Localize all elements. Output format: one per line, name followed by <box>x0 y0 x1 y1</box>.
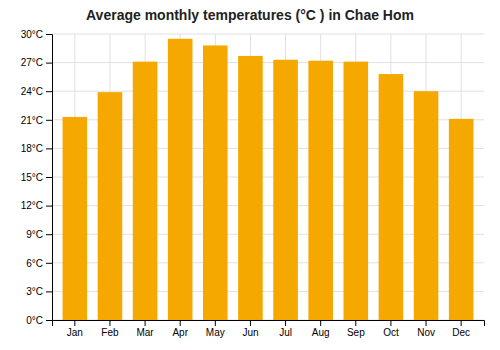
x-tick-mark <box>250 320 251 326</box>
bar <box>168 39 193 320</box>
x-tick-label: May <box>206 327 225 338</box>
x-tick-label: Jul <box>279 327 292 338</box>
y-tick-mark <box>46 206 52 207</box>
y-tick: 15°C <box>21 172 52 183</box>
y-tick-label: 3°C <box>26 286 43 297</box>
x-tick: Dec <box>452 320 470 338</box>
y-tick: 12°C <box>21 200 52 211</box>
x-tick-mark <box>215 320 216 326</box>
bar <box>203 45 228 320</box>
y-tick-mark <box>46 120 52 121</box>
y-tick: 9°C <box>26 229 52 240</box>
chart: Average monthly temperatures (°C ) in Ch… <box>0 0 500 350</box>
y-tick-label: 21°C <box>21 115 43 126</box>
y-tick: 21°C <box>21 115 52 126</box>
x-tick: Sep <box>347 320 365 338</box>
y-tick-label: 6°C <box>26 258 43 269</box>
x-tick-label: Aug <box>312 327 330 338</box>
bar <box>63 117 88 320</box>
y-tick-mark <box>46 263 52 264</box>
x-tick: Apr <box>172 320 188 338</box>
bars <box>63 39 474 320</box>
grid <box>52 34 484 320</box>
y-tick: 27°C <box>21 57 52 68</box>
bar <box>133 62 158 320</box>
x-tick-label: Feb <box>101 327 119 338</box>
y-tick-label: 30°C <box>21 29 43 40</box>
x-tick: Mar <box>136 320 154 338</box>
y-tick-label: 24°C <box>21 86 43 97</box>
y-tick-mark <box>46 234 52 235</box>
y-tick-mark <box>46 63 52 64</box>
y-tick: 0°C <box>26 315 52 326</box>
x-axis: Jan Feb Mar Apr May Jun Jul Aug Sep Oct Nov Dec <box>53 320 485 338</box>
y-tick-label: 9°C <box>26 229 43 240</box>
y-axis: 0°C 3°C 6°C 9°C 12°C 15°C 18°C 21°C 24°C 27°C 30°C <box>21 29 53 326</box>
bar <box>98 92 123 320</box>
x-tick: Aug <box>312 320 330 338</box>
y-tick-mark <box>46 148 52 149</box>
plot: 0°C 3°C 6°C 9°C 12°C 15°C 18°C 21°C 24°C 27°C 30°C… <box>21 29 485 338</box>
y-tick-label: 18°C <box>21 143 43 154</box>
x-tick: Jan <box>67 320 83 338</box>
x-tick-label: Mar <box>136 327 154 338</box>
x-tick-mark <box>390 320 391 326</box>
y-tick: 18°C <box>21 143 52 154</box>
x-tick: Jun <box>242 320 258 338</box>
bar <box>449 119 474 320</box>
x-tick-mark <box>145 320 146 326</box>
bar <box>414 91 439 320</box>
y-tick: 30°C <box>21 29 52 40</box>
x-tick-mark <box>355 320 356 326</box>
x-tick: Jul <box>279 320 292 338</box>
y-tick-label: 15°C <box>21 172 43 183</box>
x-tick-label: Sep <box>347 327 365 338</box>
title: Average monthly temperatures (°C ) in Ch… <box>86 7 414 23</box>
x-tick-label: Jan <box>67 327 83 338</box>
x-tick-label: Oct <box>383 327 399 338</box>
y-tick-mark <box>46 34 52 35</box>
x-tick-mark <box>109 320 110 326</box>
y-tick-mark <box>46 177 52 178</box>
y-axis-line <box>46 35 53 321</box>
x-tick: May <box>206 320 225 338</box>
bar <box>344 62 369 320</box>
bar <box>273 60 298 320</box>
x-tick-label: Nov <box>417 327 435 338</box>
x-tick-mark <box>180 320 181 326</box>
x-axis-line <box>53 321 485 327</box>
y-tick-mark <box>46 291 52 292</box>
x-tick-mark <box>461 320 462 326</box>
x-tick: Feb <box>101 320 119 338</box>
x-tick-mark <box>320 320 321 326</box>
y-tick: 6°C <box>26 258 52 269</box>
y-tick: 24°C <box>21 86 52 97</box>
y-tick-label: 12°C <box>21 200 43 211</box>
y-grid-line <box>52 34 484 35</box>
y-tick-mark <box>46 320 52 321</box>
y-tick-mark <box>46 91 52 92</box>
x-tick-label: Jun <box>242 327 258 338</box>
y-tick-label: 0°C <box>26 315 43 326</box>
y-grid-line <box>52 62 484 63</box>
y-tick-label: 27°C <box>21 57 43 68</box>
bar <box>308 61 333 320</box>
bar <box>379 74 404 320</box>
x-tick-mark <box>426 320 427 326</box>
x-tick-mark <box>285 320 286 326</box>
y-tick: 3°C <box>26 286 52 297</box>
x-tick-mark <box>74 320 75 326</box>
x-tick-label: Dec <box>452 327 470 338</box>
x-tick: Nov <box>417 320 435 338</box>
x-tick: Oct <box>383 320 399 338</box>
bar <box>238 56 263 320</box>
x-tick-label: Apr <box>172 327 188 338</box>
